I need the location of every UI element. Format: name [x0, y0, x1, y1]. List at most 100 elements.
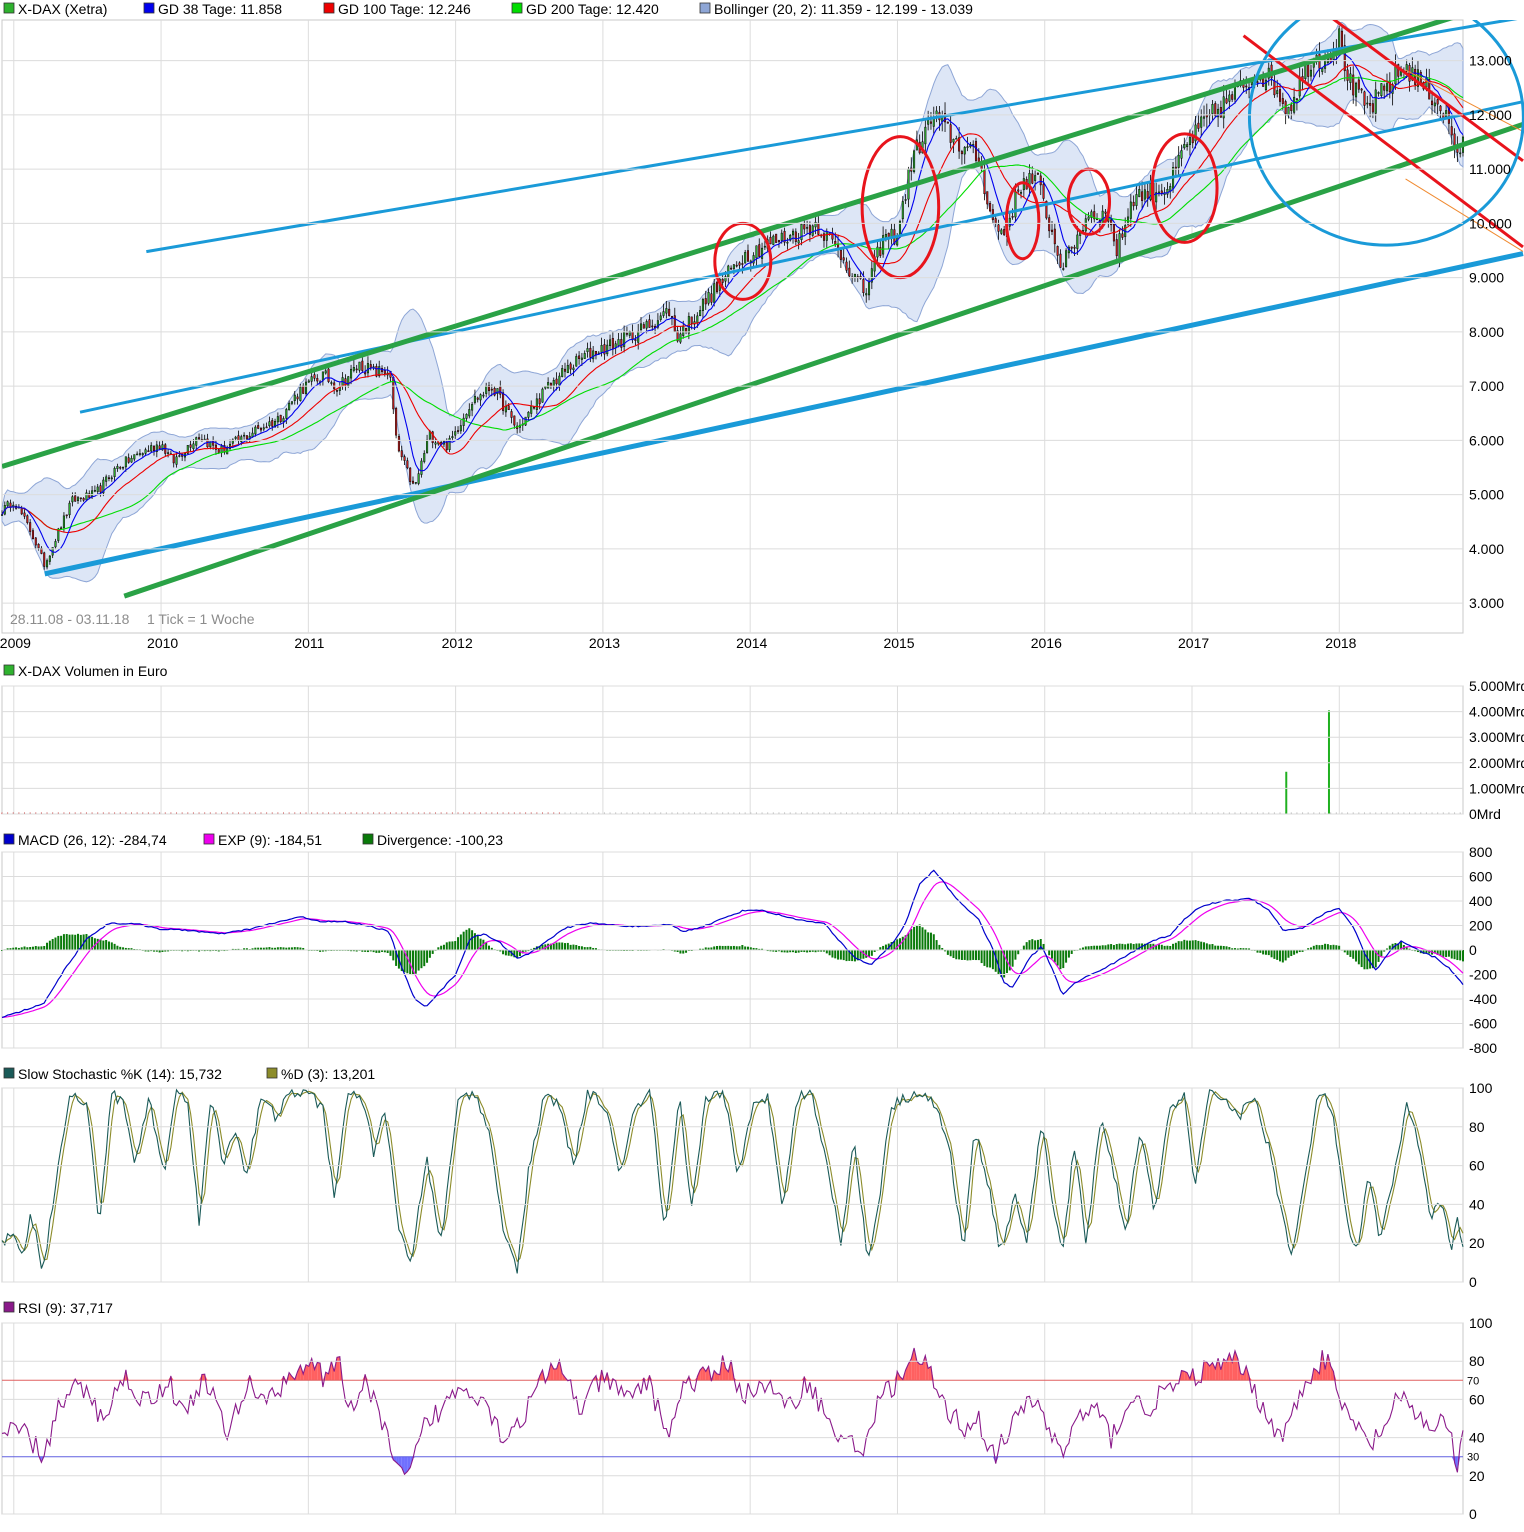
- divergence-bar: [20, 947, 23, 950]
- candle-body: [1245, 85, 1248, 88]
- divergence-bar: [122, 947, 125, 950]
- divergence-bar: [1062, 950, 1065, 969]
- divergence-bar: [369, 950, 372, 952]
- candle-body: [530, 405, 533, 414]
- divergence-bar: [530, 948, 533, 950]
- macd-y-axis: 800 600 400 200 0 -200 -400 -600 -800: [2, 844, 1497, 1056]
- y-tick-label: 800: [1469, 844, 1493, 860]
- candle-body: [786, 241, 789, 244]
- candle-body: [487, 384, 491, 392]
- candle-body: [426, 439, 429, 453]
- candle-body: [839, 250, 842, 260]
- candle-body: [1110, 219, 1113, 226]
- candle-body: [1036, 173, 1039, 175]
- candle-body: [656, 320, 659, 328]
- candle-body: [116, 466, 119, 469]
- divergence-bar: [1388, 945, 1391, 950]
- candle-body: [1062, 268, 1065, 270]
- divergence-bar: [1067, 950, 1070, 958]
- divergence-bar: [924, 929, 927, 950]
- candle-body: [102, 479, 105, 494]
- divergence-bar: [158, 950, 161, 953]
- y-tick-label: 13.000: [1469, 53, 1512, 69]
- divergence-bar: [119, 946, 122, 950]
- divergence-bar: [15, 947, 18, 950]
- candle-body: [40, 547, 43, 554]
- candle-body: [792, 230, 795, 236]
- divergence-bar: [873, 950, 876, 952]
- candle-body: [76, 497, 80, 501]
- rsi-overbought-fill: [201, 1374, 205, 1381]
- candle-body: [1070, 246, 1073, 249]
- divergence-bar: [837, 950, 840, 960]
- price-legend: X-DAX (Xetra) GD 38 Tage: 11.858 GD 100 Ta…: [3, 1, 973, 17]
- divergence-bar: [1321, 944, 1324, 950]
- divergence-bar: [1433, 950, 1436, 954]
- divergence-bar: [102, 940, 105, 950]
- x-tick-label: 2013: [589, 635, 620, 651]
- divergence-bar: [350, 950, 353, 952]
- divergence-bar: [851, 950, 854, 962]
- y-tick-label: 5.000Mrd: [1469, 678, 1524, 694]
- divergence-bar: [1124, 944, 1127, 950]
- candle-body: [276, 416, 279, 423]
- y-tick-label: 8.000: [1469, 324, 1504, 340]
- divergence-bar: [507, 950, 510, 956]
- candle-body: [535, 398, 538, 410]
- candle-body: [285, 409, 288, 419]
- divergence-bar: [1093, 945, 1096, 950]
- divergence-bar: [93, 938, 96, 950]
- y-tick-label: 600: [1469, 869, 1493, 885]
- divergence-bar: [1346, 950, 1349, 955]
- candle-body: [1045, 200, 1048, 219]
- candle-body: [1309, 69, 1313, 77]
- divergence-bar: [904, 935, 907, 950]
- rsi-overbought-fill: [919, 1364, 923, 1381]
- volume-panel: 5.000Mrd 4.000Mrd 3.000Mrd 2.000Mrd 1.000Mrd…: [1, 663, 1524, 822]
- divergence-bar: [68, 934, 71, 950]
- divergence-bar: [1228, 947, 1231, 950]
- candle-body: [1380, 83, 1383, 96]
- candle-body: [794, 231, 797, 242]
- divergence-bar: [437, 947, 440, 950]
- candle-body: [245, 435, 248, 440]
- divergence-bar: [1169, 945, 1172, 950]
- candle-body: [772, 235, 775, 245]
- legend-swatch: [3, 833, 15, 845]
- candle-body: [848, 267, 851, 277]
- candle-body: [65, 514, 68, 517]
- candle-body: [1121, 233, 1124, 238]
- candle-body: [665, 308, 668, 314]
- candle-body: [974, 141, 978, 161]
- candle-body: [499, 386, 502, 395]
- candle-body: [254, 426, 257, 435]
- divergence-bar: [1312, 945, 1315, 950]
- candle-body: [1180, 150, 1183, 159]
- divergence-bar: [130, 948, 133, 950]
- candle-body: [6, 501, 9, 507]
- divergence-bar: [9, 948, 12, 950]
- divergence-bar: [1087, 946, 1090, 950]
- candle-body: [513, 415, 516, 426]
- price-panel: 3.000 4.000 5.000 6.000 7.000 8.000 9.000 10.00…: [0, 1, 1524, 651]
- rsi-overbought-fill: [325, 1372, 329, 1381]
- candle-body: [496, 388, 499, 394]
- divergence-bar: [1270, 950, 1273, 958]
- trend-line-blue: [79, 100, 1524, 414]
- divergence-bar: [524, 950, 527, 952]
- candle-body: [735, 264, 738, 267]
- candle-body: [1295, 98, 1298, 100]
- divergence-bar: [1172, 943, 1175, 950]
- divergence-bar: [848, 950, 851, 961]
- candle-body: [378, 366, 381, 377]
- candle-body: [457, 430, 460, 432]
- divergence-bar: [1042, 943, 1045, 950]
- divergence-bar: [406, 950, 409, 974]
- divergence-bar: [707, 947, 710, 950]
- candle-body: [110, 477, 113, 480]
- rsi-overbought-fill: [556, 1360, 560, 1381]
- candle-body: [609, 339, 612, 346]
- candle-body: [1231, 94, 1234, 100]
- divergence-bar: [783, 950, 786, 953]
- divergence-bar: [803, 950, 806, 953]
